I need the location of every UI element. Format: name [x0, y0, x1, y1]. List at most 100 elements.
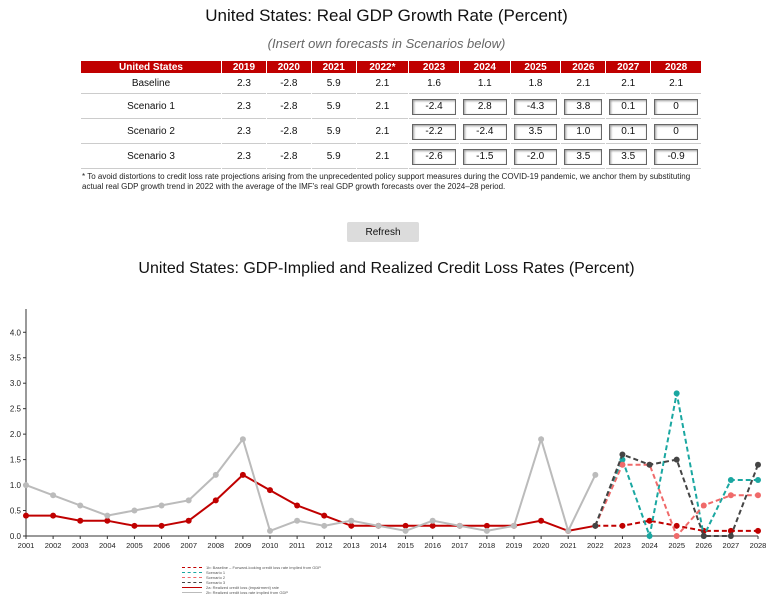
- x-tick-label: 2019: [506, 541, 523, 550]
- table-cell: 5.9: [311, 74, 356, 94]
- refresh-button[interactable]: Refresh: [347, 222, 419, 242]
- data-point: [511, 522, 517, 529]
- y-tick-label: 1.5: [10, 456, 22, 465]
- forecast-input[interactable]: 0: [654, 98, 698, 115]
- x-tick-label: 2012: [316, 541, 333, 550]
- data-point: [294, 517, 301, 524]
- data-point: [483, 527, 490, 534]
- forecast-input[interactable]: 0.1: [609, 123, 648, 140]
- data-point: [673, 456, 680, 463]
- data-point: [538, 517, 545, 524]
- column-header: 2028: [651, 61, 701, 73]
- data-point: [673, 522, 680, 529]
- legend-entry: Scenario 1: [182, 570, 321, 575]
- data-point: [375, 522, 382, 529]
- x-tick-label: 2002: [45, 541, 62, 550]
- forecast-input[interactable]: -4.3: [513, 98, 558, 115]
- legend-swatch: [182, 592, 202, 593]
- table-cell: -2.8: [266, 95, 311, 119]
- data-point: [619, 461, 626, 468]
- data-point: [402, 522, 409, 529]
- x-tick-label: 2003: [72, 541, 89, 550]
- series-line-1: [25, 435, 597, 534]
- forecast-input[interactable]: 3.5: [564, 148, 603, 165]
- forecast-input[interactable]: -2.4: [462, 123, 507, 140]
- legend-entry: Scenario 2: [182, 575, 321, 580]
- forecast-input[interactable]: -2.6: [412, 148, 456, 165]
- x-tick-label: 2018: [479, 541, 496, 550]
- y-tick-label: 3.0: [10, 379, 22, 388]
- table-row: Scenario 2 2.3 -2.8 5.9 2.1 -2.2 -2.4 3.…: [81, 120, 701, 144]
- x-tick-label: 2005: [126, 541, 143, 550]
- forecast-input[interactable]: 3.5: [609, 148, 648, 165]
- table-cell: 2.1: [561, 74, 606, 94]
- table-cell: 5.9: [311, 120, 356, 144]
- forecast-input[interactable]: -0.9: [654, 148, 698, 165]
- legend-label: Scenario 1: [206, 570, 226, 575]
- table-cell: 2.1: [356, 145, 409, 169]
- data-point: [104, 512, 111, 519]
- data-point: [429, 517, 436, 524]
- forecast-input[interactable]: -1.5: [462, 148, 507, 165]
- row-label: Scenario 3: [81, 145, 221, 169]
- data-point: [483, 522, 490, 529]
- data-point: [755, 461, 761, 468]
- column-header: 2020: [266, 61, 311, 73]
- forecast-input[interactable]: -2.0: [513, 148, 558, 165]
- forecast-input[interactable]: 2.8: [462, 98, 507, 115]
- data-point: [727, 533, 734, 539]
- table-cell: -2.8: [266, 120, 311, 144]
- data-point: [673, 533, 680, 539]
- column-header: 2021: [311, 61, 356, 73]
- table-cell: -2.8: [266, 145, 311, 169]
- data-point: [755, 476, 761, 483]
- legend-label: 2a: Realized credit loss (impairment) ra…: [206, 585, 279, 590]
- data-point: [104, 517, 111, 524]
- column-header: 2025: [510, 61, 561, 73]
- data-point: [348, 522, 355, 529]
- forecast-input[interactable]: 1.0: [564, 123, 603, 140]
- x-tick-label: 2023: [614, 541, 631, 550]
- forecast-input[interactable]: -2.4: [412, 98, 456, 115]
- forecast-input[interactable]: 0: [654, 123, 698, 140]
- table-cell: 1.8: [510, 74, 561, 94]
- data-point: [158, 522, 165, 529]
- legend-entry: 2a: Realized credit loss (impairment) ra…: [182, 585, 321, 590]
- data-point: [538, 436, 545, 443]
- data-point: [77, 502, 84, 509]
- y-tick-label: 4.0: [10, 328, 22, 337]
- x-tick-label: 2007: [180, 541, 197, 550]
- table-cell: 1.6: [409, 74, 459, 94]
- data-point: [23, 482, 29, 489]
- data-point: [158, 502, 165, 509]
- data-point: [267, 527, 273, 534]
- data-point: [700, 533, 707, 539]
- gdp-growth-table: United States 2019 2020 2021 2022* 2023 …: [80, 60, 702, 170]
- x-tick-label: 2014: [370, 541, 387, 550]
- data-point: [402, 527, 409, 534]
- y-tick-label: 3.5: [10, 354, 22, 363]
- x-tick-label: 2022: [587, 541, 604, 550]
- forecast-input[interactable]: 3.5: [513, 123, 558, 140]
- data-point: [321, 522, 328, 529]
- forecast-input[interactable]: 0.1: [609, 98, 648, 115]
- data-point: [212, 471, 219, 478]
- y-tick-label: 0.5: [10, 507, 22, 516]
- forecast-input[interactable]: -2.2: [412, 123, 456, 140]
- data-point: [50, 492, 57, 499]
- data-point: [348, 517, 355, 524]
- table-cell: 2.1: [606, 74, 651, 94]
- legend-swatch: [182, 587, 202, 588]
- x-tick-label: 2020: [533, 541, 550, 550]
- data-point: [185, 517, 192, 524]
- x-tick-label: 2016: [424, 541, 441, 550]
- column-header: 2022*: [356, 61, 409, 73]
- data-point: [646, 533, 653, 539]
- legend-entry: Scenario 3: [182, 580, 321, 585]
- data-point: [700, 502, 707, 509]
- data-point: [565, 527, 572, 534]
- column-header: 2019: [222, 61, 266, 73]
- x-tick-label: 2009: [235, 541, 252, 550]
- forecast-input[interactable]: 3.8: [564, 98, 603, 115]
- table-row: Baseline 2.3 -2.8 5.9 2.1 1.6 1.1 1.8 2.…: [81, 74, 701, 94]
